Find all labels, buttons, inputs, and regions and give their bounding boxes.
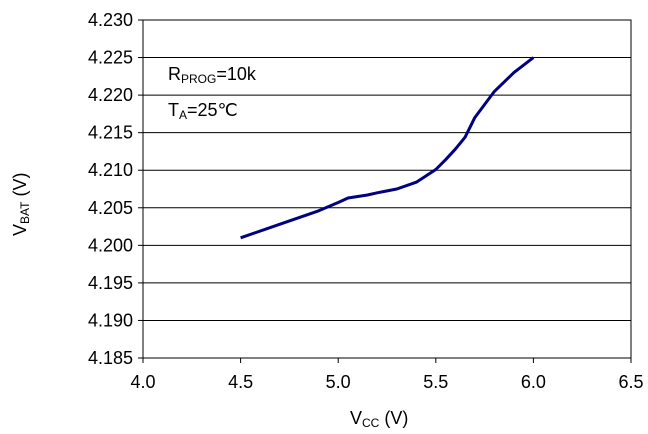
x-tick-label: 4.5 (228, 372, 253, 392)
series-line (241, 58, 534, 238)
x-tick-label: 5.5 (423, 372, 448, 392)
x-axis-ticks: 4.0 4.5 5.0 5.5 6.0 6.5 (130, 358, 643, 392)
y-tick-label: 4.225 (88, 48, 133, 68)
y-tick-label: 4.215 (88, 123, 133, 143)
y-axis-label: VBAT (V) (10, 173, 32, 236)
y-axis-ticks: 4.230 4.225 4.220 4.215 4.210 4.205 4.200 4.195… (88, 10, 143, 368)
y-tick-label: 4.220 (88, 85, 133, 105)
x-tick-label: 5.0 (326, 372, 351, 392)
y-tick-label: 4.190 (88, 310, 133, 330)
x-axis-label: VCC (V) (350, 408, 408, 430)
y-tick-label: 4.230 (88, 10, 133, 30)
annotation-rprog: RPROG=10k (168, 64, 256, 86)
y-tick-label: 4.195 (88, 273, 133, 293)
series-group (241, 58, 534, 238)
y-tick-label: 4.185 (88, 348, 133, 368)
x-tick-label: 6.5 (618, 372, 643, 392)
y-tick-label: 4.205 (88, 198, 133, 218)
y-tick-label: 4.210 (88, 160, 133, 180)
x-tick-label: 6.0 (521, 372, 546, 392)
x-tick-label: 4.0 (130, 372, 155, 392)
y-tick-label: 4.200 (88, 235, 133, 255)
annotation-ta: TA=25℃ (168, 100, 238, 122)
